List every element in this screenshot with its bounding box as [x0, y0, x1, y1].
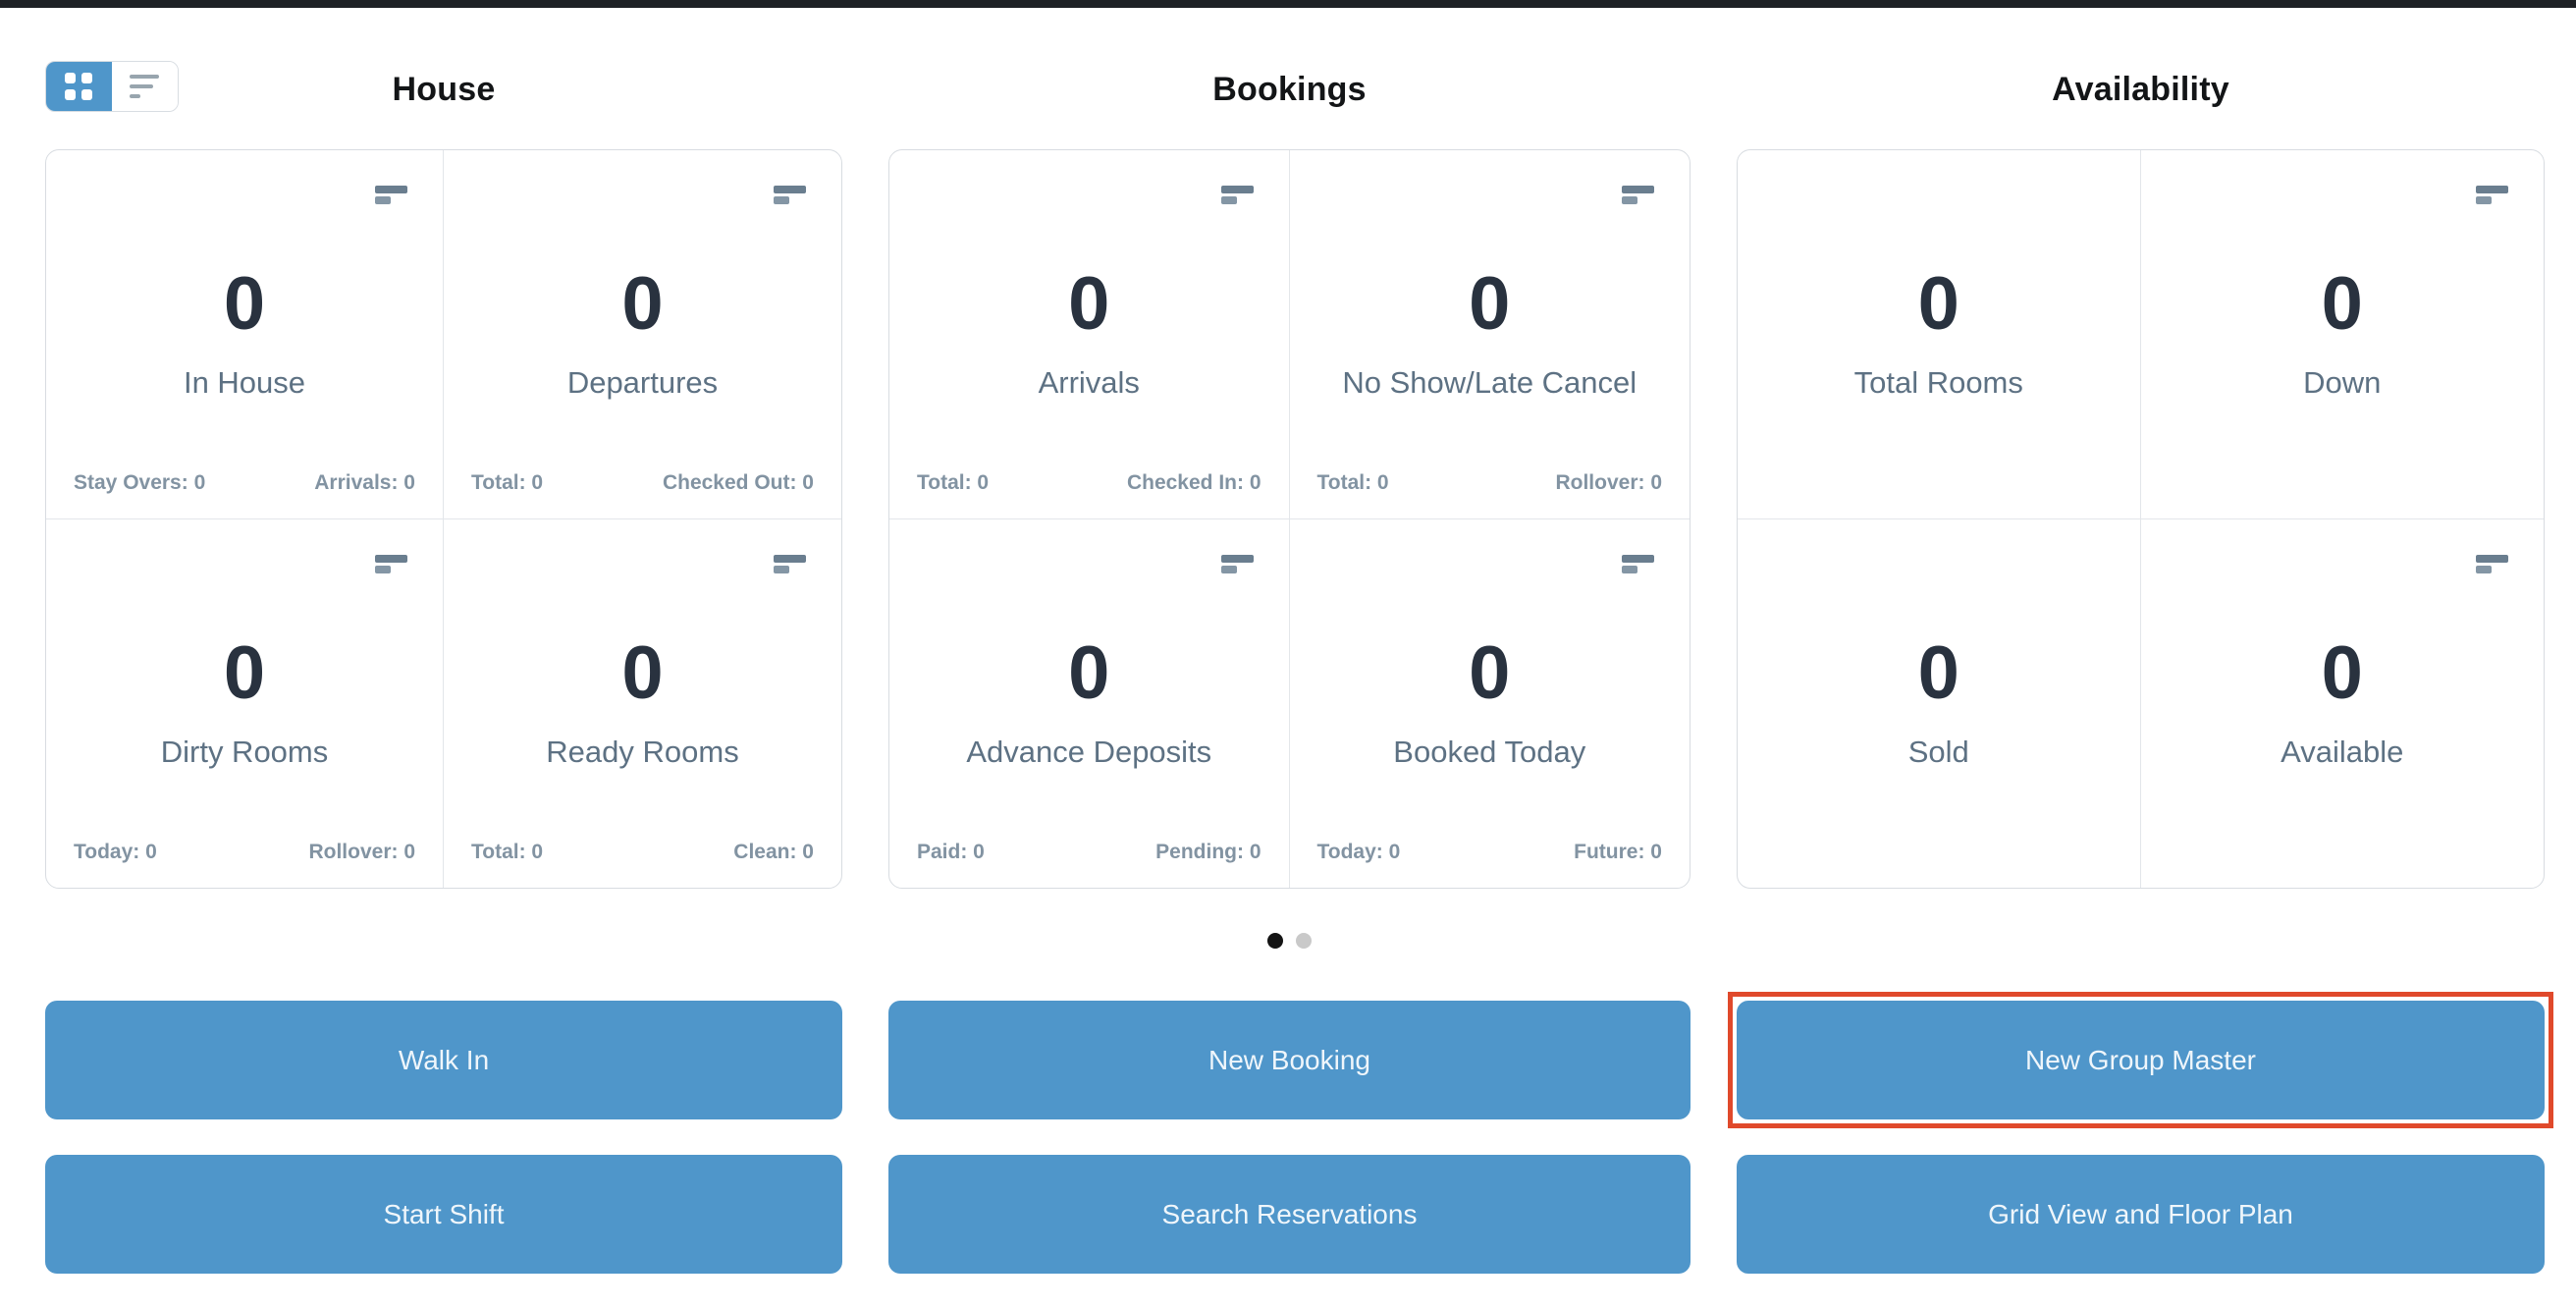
availability-card-group: 0 Total Rooms 0 Down 0 Sold 0 Available: [1737, 149, 2545, 889]
stat-label: No Show/Late Cancel: [1342, 365, 1637, 401]
card-menu-icon[interactable]: [2476, 554, 2508, 573]
new-booking-button[interactable]: New Booking: [888, 1001, 1690, 1119]
column-header-availability: Availability: [2052, 71, 2229, 108]
card-menu-icon[interactable]: [1622, 554, 1654, 573]
stat-footer-left: Total: 0: [917, 470, 990, 494]
stat-label: In House: [183, 365, 306, 401]
stat-footer-left: Today: 0: [1316, 841, 1401, 863]
stat-value: 0: [1469, 262, 1511, 347]
stat-label: Departures: [566, 365, 719, 401]
stat-footer-left: Paid: 0: [917, 841, 985, 863]
stat-value: 0: [1068, 631, 1110, 716]
grid-view-icon: [65, 73, 92, 100]
stat-label: Down: [2303, 365, 2382, 401]
stat-value: 0: [1469, 631, 1511, 716]
card-menu-icon[interactable]: [375, 554, 407, 573]
carousel-dot-inactive[interactable]: [1296, 933, 1312, 949]
stat-footer-left: Total: 0: [471, 841, 544, 863]
card-menu-icon[interactable]: [1220, 554, 1254, 573]
stat-card-no-show[interactable]: 0 No Show/Late Cancel Total: 0 Rollover:…: [1289, 150, 1690, 519]
stat-card-in-house[interactable]: 0 In House Stay Overs: 0 Arrivals: 0: [46, 150, 444, 519]
stat-value: 0: [1917, 262, 1959, 347]
dashboard-page: House Bookings Availability 0 In House S…: [0, 61, 2576, 1274]
stat-label: Total Rooms: [1853, 365, 2023, 401]
stat-footer-right: Rollover: 0: [308, 841, 415, 863]
stat-card-ready-rooms[interactable]: 0 Ready Rooms Total: 0 Clean: 0: [444, 519, 841, 889]
stat-label: Dirty Rooms: [160, 735, 329, 770]
stat-value: 0: [223, 262, 266, 347]
stat-footer-left: Stay Overs: 0: [74, 470, 206, 494]
stat-card-departures[interactable]: 0 Departures Total: 0 Checked Out: 0: [444, 150, 841, 519]
new-group-master-button[interactable]: New Group Master: [1737, 1001, 2545, 1119]
stat-value: 0: [1068, 262, 1110, 347]
stat-value: 0: [2321, 262, 2363, 347]
column-header-house: House: [392, 71, 496, 108]
stat-card-booked-today[interactable]: 0 Booked Today Today: 0 Future: 0: [1290, 519, 1690, 889]
stat-card-dirty-rooms[interactable]: 0 Dirty Rooms Today: 0 Rollover: 0: [46, 518, 444, 888]
top-black-bar: [0, 0, 2576, 8]
stat-groups-row: 0 In House Stay Overs: 0 Arrivals: 0 0 D…: [45, 149, 2545, 889]
grid-view-floor-plan-button[interactable]: Grid View and Floor Plan: [1737, 1155, 2545, 1274]
start-shift-button[interactable]: Start Shift: [45, 1155, 842, 1274]
bookings-card-group: 0 Arrivals Total: 0 Checked In: 0 0 No S…: [888, 149, 1690, 889]
stat-footer-right: Arrivals: 0: [314, 470, 415, 494]
stat-label: Sold: [1907, 735, 1969, 770]
list-view-icon: [129, 75, 161, 98]
stat-card-sold[interactable]: 0 Sold: [1738, 518, 2141, 888]
list-view-button[interactable]: [112, 62, 178, 111]
card-menu-icon[interactable]: [2476, 186, 2508, 204]
action-buttons-row-2: Start Shift Search Reservations Grid Vie…: [45, 1155, 2545, 1274]
stat-value: 0: [621, 262, 664, 347]
stat-card-arrivals[interactable]: 0 Arrivals Total: 0 Checked In: 0: [889, 150, 1290, 519]
stat-card-advance-deposits[interactable]: 0 Advance Deposits Paid: 0 Pending: 0: [889, 518, 1290, 888]
stat-footer-right: Clean: 0: [733, 841, 814, 863]
carousel-dot-active[interactable]: [1267, 933, 1283, 949]
stat-value: 0: [1917, 631, 1959, 716]
stat-label: Advance Deposits: [966, 735, 1212, 770]
stat-value: 0: [223, 631, 266, 716]
stat-footer-right: Rollover: 0: [1555, 470, 1662, 494]
column-header-bookings: Bookings: [1212, 71, 1367, 108]
stat-footer-right: Pending: 0: [1155, 841, 1261, 863]
stat-footer-left: Total: 0: [471, 470, 544, 494]
house-card-group: 0 In House Stay Overs: 0 Arrivals: 0 0 D…: [45, 149, 842, 889]
grid-view-button[interactable]: [46, 62, 112, 111]
stat-footer-right: Checked In: 0: [1126, 470, 1261, 494]
card-menu-icon[interactable]: [774, 186, 806, 204]
search-reservations-button[interactable]: Search Reservations: [888, 1155, 1690, 1274]
action-buttons-row-1: Walk In New Booking New Group Master: [45, 992, 2553, 1128]
stat-footer-right: Future: 0: [1574, 841, 1662, 863]
card-menu-icon[interactable]: [1220, 186, 1254, 204]
stat-footer-left: Total: 0: [1316, 470, 1389, 494]
carousel-dots: [888, 933, 1690, 949]
carousel-dots-row: [45, 933, 2545, 949]
stat-footer-left: Today: 0: [74, 841, 157, 863]
stat-label: Arrivals: [1038, 365, 1140, 401]
stat-card-down[interactable]: 0 Down: [2140, 150, 2544, 519]
stat-label: Ready Rooms: [546, 735, 739, 770]
stat-card-available[interactable]: 0 Available: [2141, 519, 2545, 889]
stat-value: 0: [621, 631, 664, 716]
card-menu-icon[interactable]: [774, 554, 806, 573]
stat-label: Booked Today: [1393, 735, 1586, 770]
card-menu-icon[interactable]: [1622, 186, 1654, 204]
card-menu-icon[interactable]: [375, 186, 407, 204]
stat-value: 0: [2321, 631, 2363, 716]
stat-footer-right: Checked Out: 0: [662, 470, 814, 494]
stat-label: Available: [2281, 735, 2404, 770]
view-mode-toggle: [45, 61, 179, 112]
walk-in-button[interactable]: Walk In: [45, 1001, 842, 1119]
stat-card-total-rooms[interactable]: 0 Total Rooms: [1738, 150, 2141, 519]
header-row: House Bookings Availability: [45, 61, 2545, 112]
